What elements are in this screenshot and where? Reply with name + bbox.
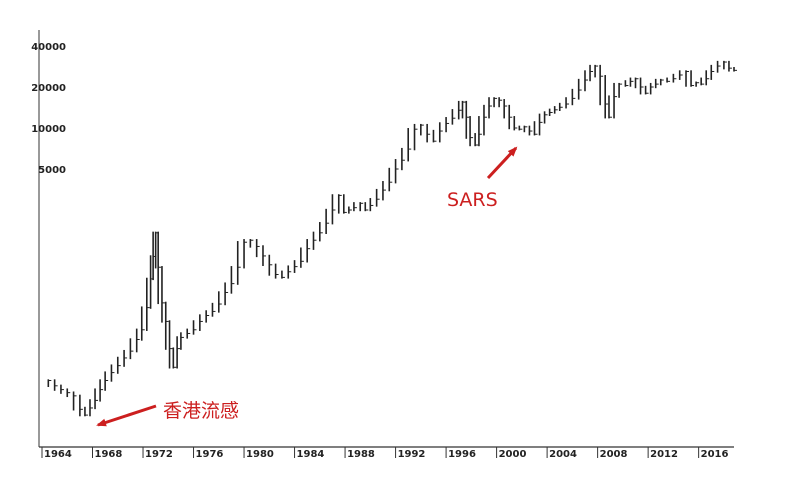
x-tick-label: 2008 — [600, 449, 628, 460]
y-tick-label: 10000 — [31, 124, 66, 135]
x-tick-label: 1988 — [347, 449, 375, 460]
x-tick-label: 1980 — [246, 449, 274, 460]
x-tick-label: 1976 — [196, 449, 224, 460]
x-axis-ticks: 1964 1968 1972 1976 1980 1984 1988 1992 1996 2000… — [41, 447, 729, 460]
x-tick-label: 1968 — [95, 449, 123, 460]
annotation-arrow-flu — [96, 404, 157, 427]
x-tick-label: 1984 — [297, 449, 325, 460]
y-tick-labels: 40000 20000 10000 5000 — [31, 42, 66, 176]
annotation-sars: SARS — [447, 146, 518, 211]
x-tick-label: 2000 — [499, 449, 527, 460]
x-tick-label: 1972 — [145, 449, 173, 460]
x-tick-label: 1992 — [398, 449, 426, 460]
x-tick-label: 2016 — [701, 449, 729, 460]
x-tick-label: 1964 — [44, 449, 72, 460]
price-bars — [47, 60, 737, 417]
x-tick-label: 1996 — [448, 449, 476, 460]
y-tick-label: 5000 — [38, 165, 66, 176]
x-tick-label: 2012 — [650, 449, 678, 460]
x-tick-label: 2004 — [549, 449, 577, 460]
y-tick-label: 20000 — [31, 83, 66, 94]
y-tick-label: 40000 — [31, 42, 66, 53]
annotation-flu: 香港流感 — [96, 400, 239, 427]
annotation-arrow-sars — [486, 146, 518, 180]
annotation-label-flu: 香港流感 — [163, 400, 239, 422]
annotation-label-sars: SARS — [447, 189, 498, 211]
